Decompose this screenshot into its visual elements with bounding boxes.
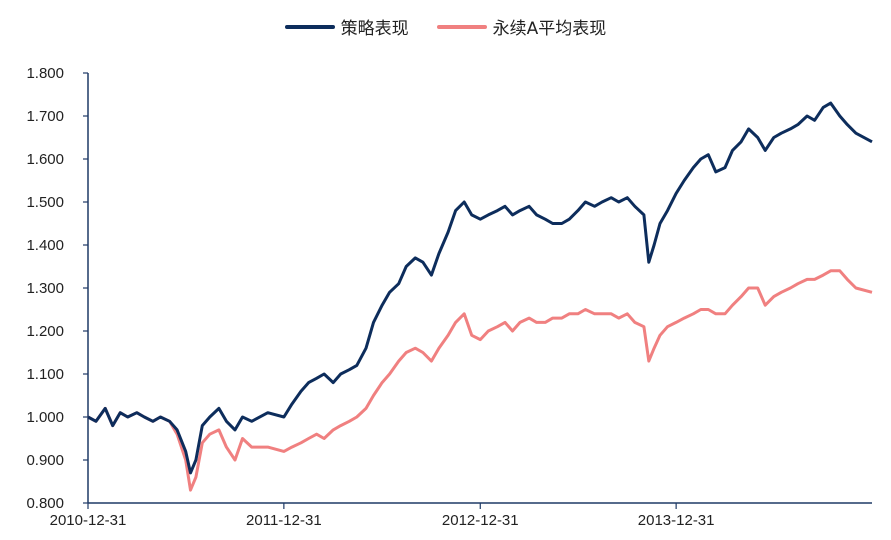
y-tick-label: 1.800: [26, 65, 64, 82]
x-tick-label: 2010-12-31: [50, 512, 127, 529]
x-tick-label: 2012-12-31: [442, 512, 519, 529]
legend-swatch-strategy: [284, 24, 335, 29]
y-tick-label: 1.500: [26, 194, 64, 211]
y-tick-label: 1.200: [26, 323, 64, 340]
legend-label-benchmark: 永续A平均表现: [492, 19, 607, 39]
y-tick-label: 0.900: [26, 452, 64, 469]
y-tick-label: 0.800: [26, 495, 64, 512]
x-tick-label: 2011-12-31: [246, 512, 322, 529]
y-tick-label: 1.600: [26, 151, 64, 168]
series-line-strategy: [87, 101, 873, 475]
legend: 策略表现 永续A平均表现: [0, 14, 891, 39]
series-line-benchmark: [87, 269, 873, 492]
y-tick-label: 1.700: [26, 108, 64, 125]
axes: 0.800 0.900 1.000 1.100 1.200 1.300 1.400 1.500…: [26, 65, 872, 529]
legend-item-strategy: 策略表现: [284, 14, 409, 39]
y-tick-label: 1.300: [26, 280, 64, 297]
y-tick-label: 1.000: [26, 409, 64, 426]
legend-item-benchmark: 永续A平均表现: [436, 14, 607, 39]
y-tick-label: 1.100: [26, 366, 64, 383]
x-tick-label: 2013-12-31: [638, 512, 715, 529]
y-tick-label: 1.400: [26, 237, 64, 254]
legend-swatch-benchmark: [436, 24, 487, 29]
legend-label-strategy: 策略表现: [340, 19, 409, 39]
series-lines: [87, 101, 873, 492]
